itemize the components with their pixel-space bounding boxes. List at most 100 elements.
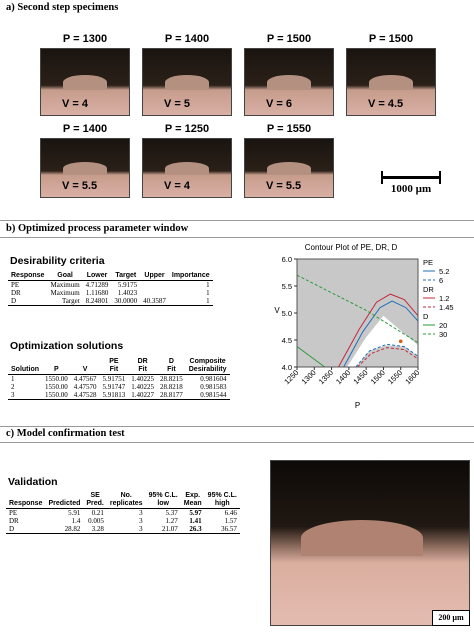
cell-text: DR	[9, 517, 19, 525]
cell: 1.40225	[128, 383, 157, 391]
cell: PE	[8, 281, 47, 289]
specimen-image	[142, 48, 232, 116]
divider	[0, 442, 474, 443]
cell: 0.005	[83, 517, 107, 525]
header-text: V	[82, 366, 88, 373]
cell: 1550.00	[42, 375, 71, 383]
legend-group: PE	[423, 258, 433, 267]
row: D 28.82 3.28 3 21.07 26.3 36.57	[6, 525, 240, 534]
cell: 1550.00	[42, 391, 71, 400]
cell: 3	[8, 391, 42, 400]
weld-bead	[267, 162, 311, 175]
row: 3 1550.00 4.47528 5.91813 1.40227 28.8177 0.98…	[8, 391, 230, 400]
cell-text: 1.4023	[117, 289, 138, 297]
header-cell: Exp. Mean	[181, 492, 205, 509]
cell-text: 3.28	[91, 525, 104, 533]
cell: 5.37	[146, 509, 181, 517]
cell: 0.981583	[186, 383, 230, 391]
cell: 1.4023	[111, 289, 140, 297]
cell: 3	[107, 525, 146, 534]
specimen-image	[346, 48, 436, 116]
cell: 1.11680	[83, 289, 112, 297]
legend-label: 30	[439, 330, 447, 339]
contour-plot: Contour Plot of PE, DR, D 4.0 4.5 5.0 5.5 6.…	[274, 243, 454, 410]
specimen-p: P = 1550	[266, 123, 312, 135]
cell-text: 1.40225	[131, 383, 154, 391]
specimen-image	[244, 48, 334, 116]
optimization-table: Solution P V PE Fit DR Fit D Fit Composite Desirab…	[8, 358, 230, 400]
header-text: Fit	[138, 366, 147, 373]
cell-text: 1.57	[224, 517, 237, 525]
cell-text: Maximum	[50, 281, 80, 289]
header-cell: 95% C.L. high	[205, 492, 240, 509]
header-cell: V	[71, 358, 100, 375]
weld-bead	[369, 75, 413, 90]
header-cell: DR Fit	[128, 358, 157, 375]
section-label: c) Model confirmation test	[6, 428, 125, 439]
cell	[140, 281, 169, 290]
specimen-v: V = 5	[164, 98, 190, 110]
header-text: Mean	[183, 500, 202, 507]
cell-text: 4.71289	[85, 281, 109, 289]
cell: 1550.00	[42, 383, 71, 391]
table-title: Validation	[8, 476, 58, 488]
cell-text: DR	[11, 289, 21, 297]
row: PE Maximum 4.71289 5.9175 1	[8, 281, 213, 290]
cell-text: 1.40225	[131, 375, 154, 383]
specimen-image	[40, 48, 130, 116]
legend-label: 5.2	[439, 267, 449, 276]
cell-text: 1	[206, 297, 210, 305]
header-cell: Solution	[8, 358, 42, 375]
x-tick-label: 1450	[351, 368, 369, 386]
cell-text: 0.981604	[200, 375, 227, 383]
weld-bead	[165, 162, 209, 175]
y-tick-label: 5.0	[282, 309, 292, 318]
row: DR Maximum 1.11680 1.4023 1	[8, 289, 213, 297]
cell: 1	[169, 281, 213, 289]
specimen-p: P = 1400	[62, 123, 108, 135]
table-body: PE 5.91 0.21 3 5.37 5.97 6.46 DR 1.4 0.005 3 1.27 1.…	[6, 509, 240, 534]
header-text: Composite	[189, 358, 226, 365]
y-tick-label: 4.5	[282, 336, 292, 345]
specimen-v: V = 4	[164, 180, 190, 192]
x-tick-label: 1500	[369, 368, 387, 386]
cell: 3.28	[83, 525, 107, 534]
header-text: Solution	[11, 366, 39, 373]
cell-text: 1.4	[71, 517, 81, 525]
y-tick-label: 6.0	[282, 255, 292, 264]
cell-text: Maximum	[50, 289, 80, 297]
x-tick-label: 1550	[386, 368, 404, 386]
scale-label: 1000 µm	[390, 183, 432, 195]
x-tick-label: 1400	[334, 368, 352, 386]
cell-text: 40.3587	[143, 297, 166, 305]
row: PE 5.91 0.21 3 5.37 5.97 6.46	[6, 509, 240, 517]
cell-text: 1	[11, 375, 15, 383]
weld-bead	[63, 162, 107, 175]
header-cell: P	[42, 358, 71, 375]
cell: 6.46	[205, 509, 240, 517]
cell: 3	[107, 517, 146, 525]
header-text: Predicted	[48, 500, 81, 507]
header-text: SE	[90, 492, 100, 499]
header-cell: Target	[111, 272, 140, 281]
header-cell: Composite Desirability	[186, 358, 230, 375]
section-label: b) Optimized process parameter window	[6, 223, 189, 234]
row: D Target 8.24801 30.0000 40.3587 1	[8, 297, 213, 306]
weld-bead	[165, 75, 209, 90]
cell-text: 1550.00	[45, 383, 68, 391]
table-head: Solution P V PE Fit DR Fit D Fit Composite Desirab…	[8, 358, 230, 375]
legend-label: 1.45	[439, 303, 454, 312]
cell: 26.3	[181, 525, 205, 534]
cell-text: Target	[61, 297, 80, 305]
cell-text: 3	[139, 517, 143, 525]
cell: 1	[169, 297, 213, 306]
contour-line	[357, 347, 419, 368]
cell: 5.91	[45, 509, 83, 517]
header-text: Desirability	[188, 366, 227, 373]
cell: D	[6, 525, 45, 534]
specimen-v: V = 4	[62, 98, 88, 110]
cell-text: D	[9, 525, 15, 533]
cell-text: 1.27	[165, 517, 178, 525]
cell: 3	[107, 509, 146, 517]
header-text: Target	[115, 272, 137, 279]
